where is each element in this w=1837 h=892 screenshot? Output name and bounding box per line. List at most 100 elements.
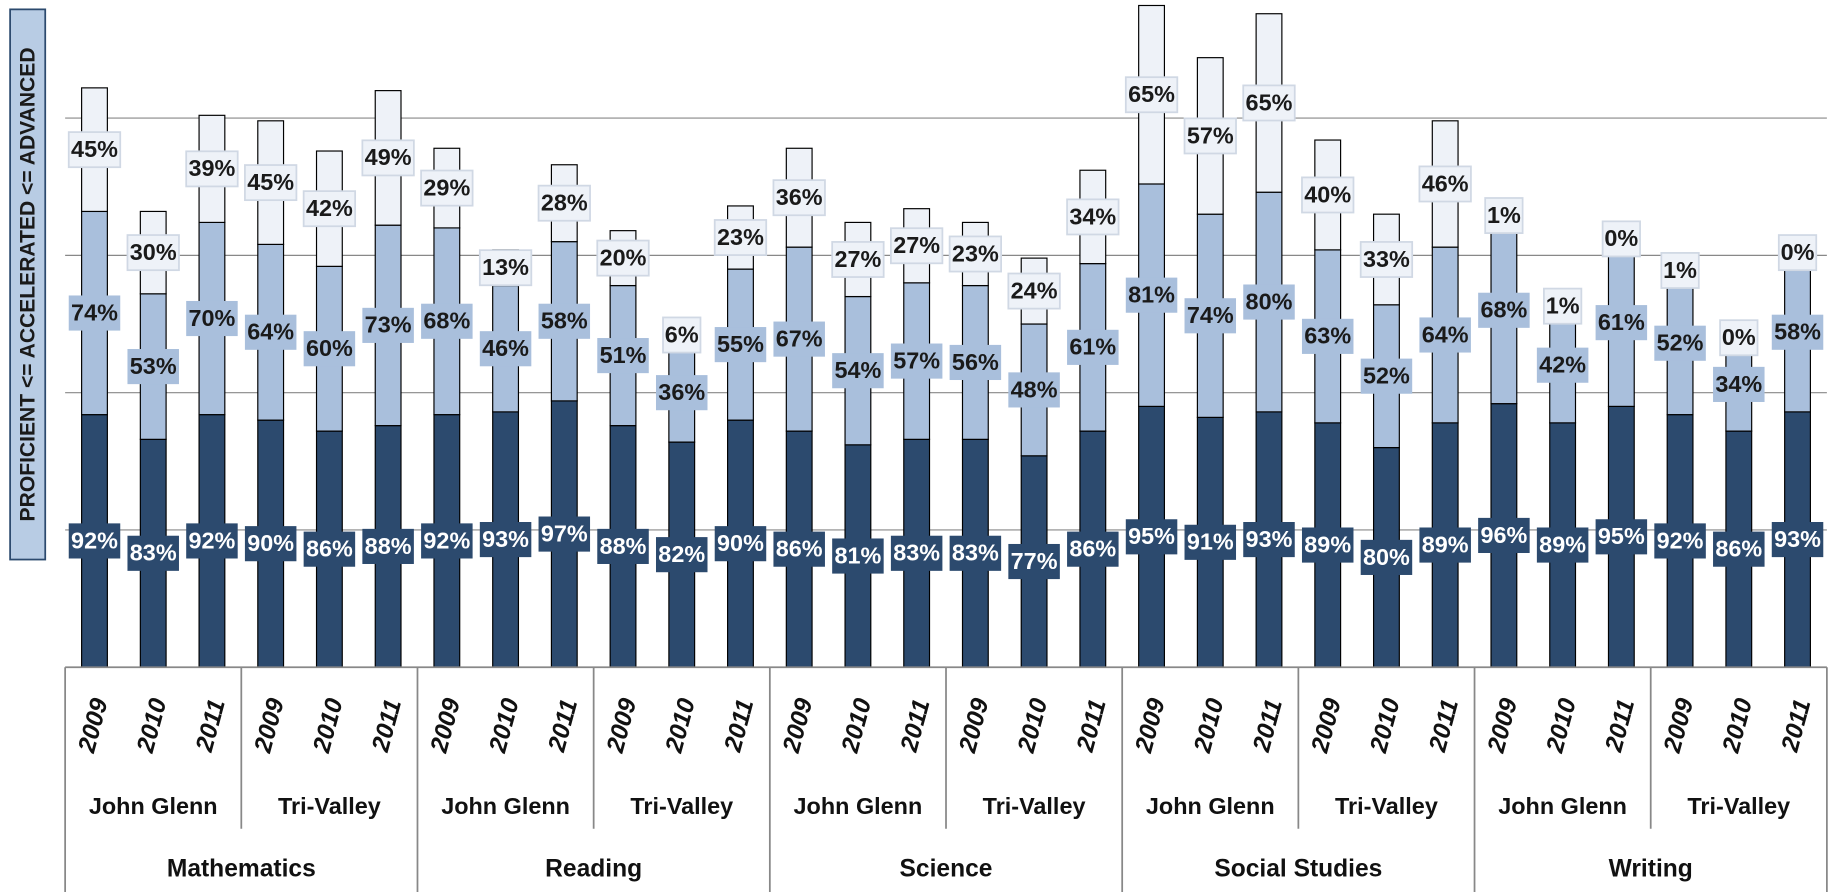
school-label: John Glenn <box>794 793 923 819</box>
value-label: 89% <box>1304 531 1351 557</box>
x-tick-label: 2011 <box>719 696 759 755</box>
x-tick-label: 2010 <box>1013 695 1054 756</box>
value-label-box <box>537 184 591 222</box>
value-label-box <box>1419 317 1471 353</box>
value-label: 97% <box>541 520 588 546</box>
value-label: 23% <box>952 240 999 266</box>
value-label-box <box>1771 522 1824 558</box>
value-label-box <box>662 316 702 354</box>
value-label: 67% <box>776 325 823 351</box>
value-label-box <box>597 528 649 564</box>
value-label: 92% <box>71 527 118 553</box>
value-label-box <box>890 227 944 265</box>
value-label-box <box>1713 366 1765 402</box>
value-label-box <box>361 139 415 177</box>
value-label: 42% <box>1539 352 1586 378</box>
value-label-box <box>1067 531 1119 567</box>
value-label: 93% <box>482 526 529 552</box>
value-label-box <box>772 179 826 217</box>
value-label-box <box>186 300 238 337</box>
value-label-box <box>244 314 297 350</box>
value-label: 86% <box>1069 536 1116 562</box>
school-label: Tri-Valley <box>983 793 1086 819</box>
value-label: 83% <box>130 540 177 566</box>
value-label-box <box>1125 519 1178 555</box>
value-label-box <box>596 239 650 277</box>
school-label: John Glenn <box>1498 793 1627 819</box>
value-label-box <box>773 321 825 357</box>
value-label: 51% <box>600 342 647 368</box>
x-tick-label: 2009 <box>426 695 467 756</box>
value-label: 55% <box>717 331 764 357</box>
value-label: 48% <box>1011 376 1058 402</box>
x-tick-label: 2011 <box>367 696 407 755</box>
value-label-box <box>1301 318 1354 354</box>
value-label: 1% <box>1487 202 1521 228</box>
value-label-box <box>362 307 414 343</box>
x-tick-label: 2011 <box>896 696 936 755</box>
y-axis-label-box <box>9 8 47 561</box>
value-label-box <box>479 331 532 367</box>
value-label-box <box>1301 176 1355 214</box>
value-label: 57% <box>893 347 940 373</box>
value-label: 30% <box>130 239 177 265</box>
value-label: 92% <box>423 527 470 553</box>
subject-label: Mathematics <box>167 855 316 882</box>
value-label: 81% <box>834 542 881 568</box>
value-label-box <box>655 375 708 411</box>
x-tick-label: 2010 <box>1717 695 1758 756</box>
value-label-box <box>1359 241 1414 278</box>
value-label: 86% <box>776 536 823 562</box>
value-label: 64% <box>1422 321 1469 347</box>
value-label-box <box>1184 524 1237 560</box>
value-label: 86% <box>306 536 353 562</box>
x-tick-label: 2010 <box>1189 695 1230 756</box>
value-label-box <box>949 535 1002 571</box>
value-label-box <box>126 234 180 272</box>
value-label-box <box>1360 539 1413 575</box>
x-tick-label: 2011 <box>1248 696 1288 755</box>
value-label: 77% <box>1011 548 1058 574</box>
value-label-box <box>1601 220 1641 258</box>
x-tick-label: 2009 <box>1306 695 1347 756</box>
value-label-box <box>1719 319 1759 357</box>
value-label: 88% <box>600 533 647 559</box>
value-label: 81% <box>1128 282 1175 308</box>
value-label: 36% <box>776 184 823 210</box>
value-label-box <box>1543 287 1583 325</box>
x-tick-label: 2010 <box>132 695 173 756</box>
value-label: 58% <box>541 308 588 334</box>
value-label: 83% <box>893 540 940 566</box>
school-label: John Glenn <box>1146 793 1275 819</box>
x-tick-label: 2010 <box>308 695 349 756</box>
value-label-box <box>713 219 768 256</box>
value-label-box <box>949 344 1002 381</box>
value-label-box <box>186 523 238 559</box>
value-label-box <box>67 131 122 169</box>
value-label-box <box>479 522 532 558</box>
value-label: 91% <box>1187 529 1234 555</box>
value-label: 39% <box>189 155 236 181</box>
value-label-box <box>1243 284 1295 320</box>
value-label-box <box>303 331 356 367</box>
value-label: 23% <box>717 224 764 250</box>
value-label-box <box>538 516 591 552</box>
value-label: 36% <box>658 379 705 405</box>
value-label: 74% <box>1187 302 1234 328</box>
value-label: 53% <box>130 353 177 379</box>
value-label-box <box>1654 325 1706 361</box>
value-label-box <box>1660 252 1700 289</box>
value-label: 61% <box>1069 334 1116 360</box>
value-label: 46% <box>482 335 529 361</box>
value-label: 96% <box>1480 522 1527 548</box>
value-label-box <box>714 327 767 363</box>
school-label: John Glenn <box>441 793 570 819</box>
value-label: 65% <box>1246 89 1293 115</box>
value-label: 46% <box>1422 170 1469 196</box>
value-label: 63% <box>1304 323 1351 349</box>
x-tick-label: 2011 <box>1600 696 1640 755</box>
value-label-box <box>1066 198 1120 236</box>
value-label: 83% <box>952 540 999 566</box>
school-label: Tri-Valley <box>1687 793 1790 819</box>
